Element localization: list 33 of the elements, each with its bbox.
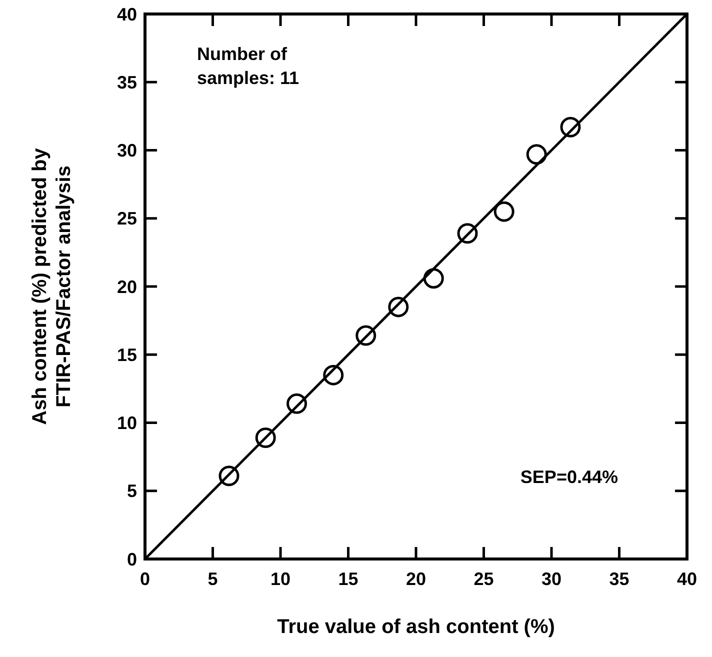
annotation: SEP=0.44% [520, 467, 618, 487]
point [560, 116, 581, 138]
y-axis-title: Ash content (%) predicted by FTIR-PAS/Factor analysis [29, 147, 75, 425]
y-tick-label: 30 [116, 140, 137, 161]
point [423, 268, 444, 289]
point [388, 296, 409, 318]
annotation: Number of samples: 11 [197, 44, 300, 88]
x-tick-label: 0 [140, 569, 150, 589]
y-tick-label: 5 [126, 481, 137, 502]
point [494, 201, 514, 222]
y-tick-label: 35 [116, 72, 137, 92]
y-tick-label: 15 [116, 344, 137, 365]
x-tick-label: 10 [270, 569, 291, 589]
point [255, 427, 276, 448]
y-tick-label: 20 [116, 276, 137, 297]
point [323, 364, 344, 386]
x-tick-label: 20 [406, 569, 426, 589]
point [526, 144, 547, 165]
x-tick-label: 15 [338, 569, 358, 589]
x-tick-label: 35 [609, 569, 630, 589]
point [457, 223, 478, 244]
x-axis-title: True value of ash content (%) [277, 616, 555, 638]
y-tick-label: 25 [116, 208, 137, 229]
y-tick-label: 0 [126, 549, 137, 570]
x-tick-label: 25 [474, 569, 494, 589]
x-tick-label: 5 [208, 569, 218, 589]
point [286, 393, 308, 414]
point [218, 466, 240, 486]
x-tick-label: 40 [676, 569, 698, 589]
y-tick-label: 10 [116, 413, 137, 434]
point [356, 325, 376, 346]
x-tick-label: 30 [541, 569, 562, 589]
y-tick-label: 40 [116, 4, 137, 24]
